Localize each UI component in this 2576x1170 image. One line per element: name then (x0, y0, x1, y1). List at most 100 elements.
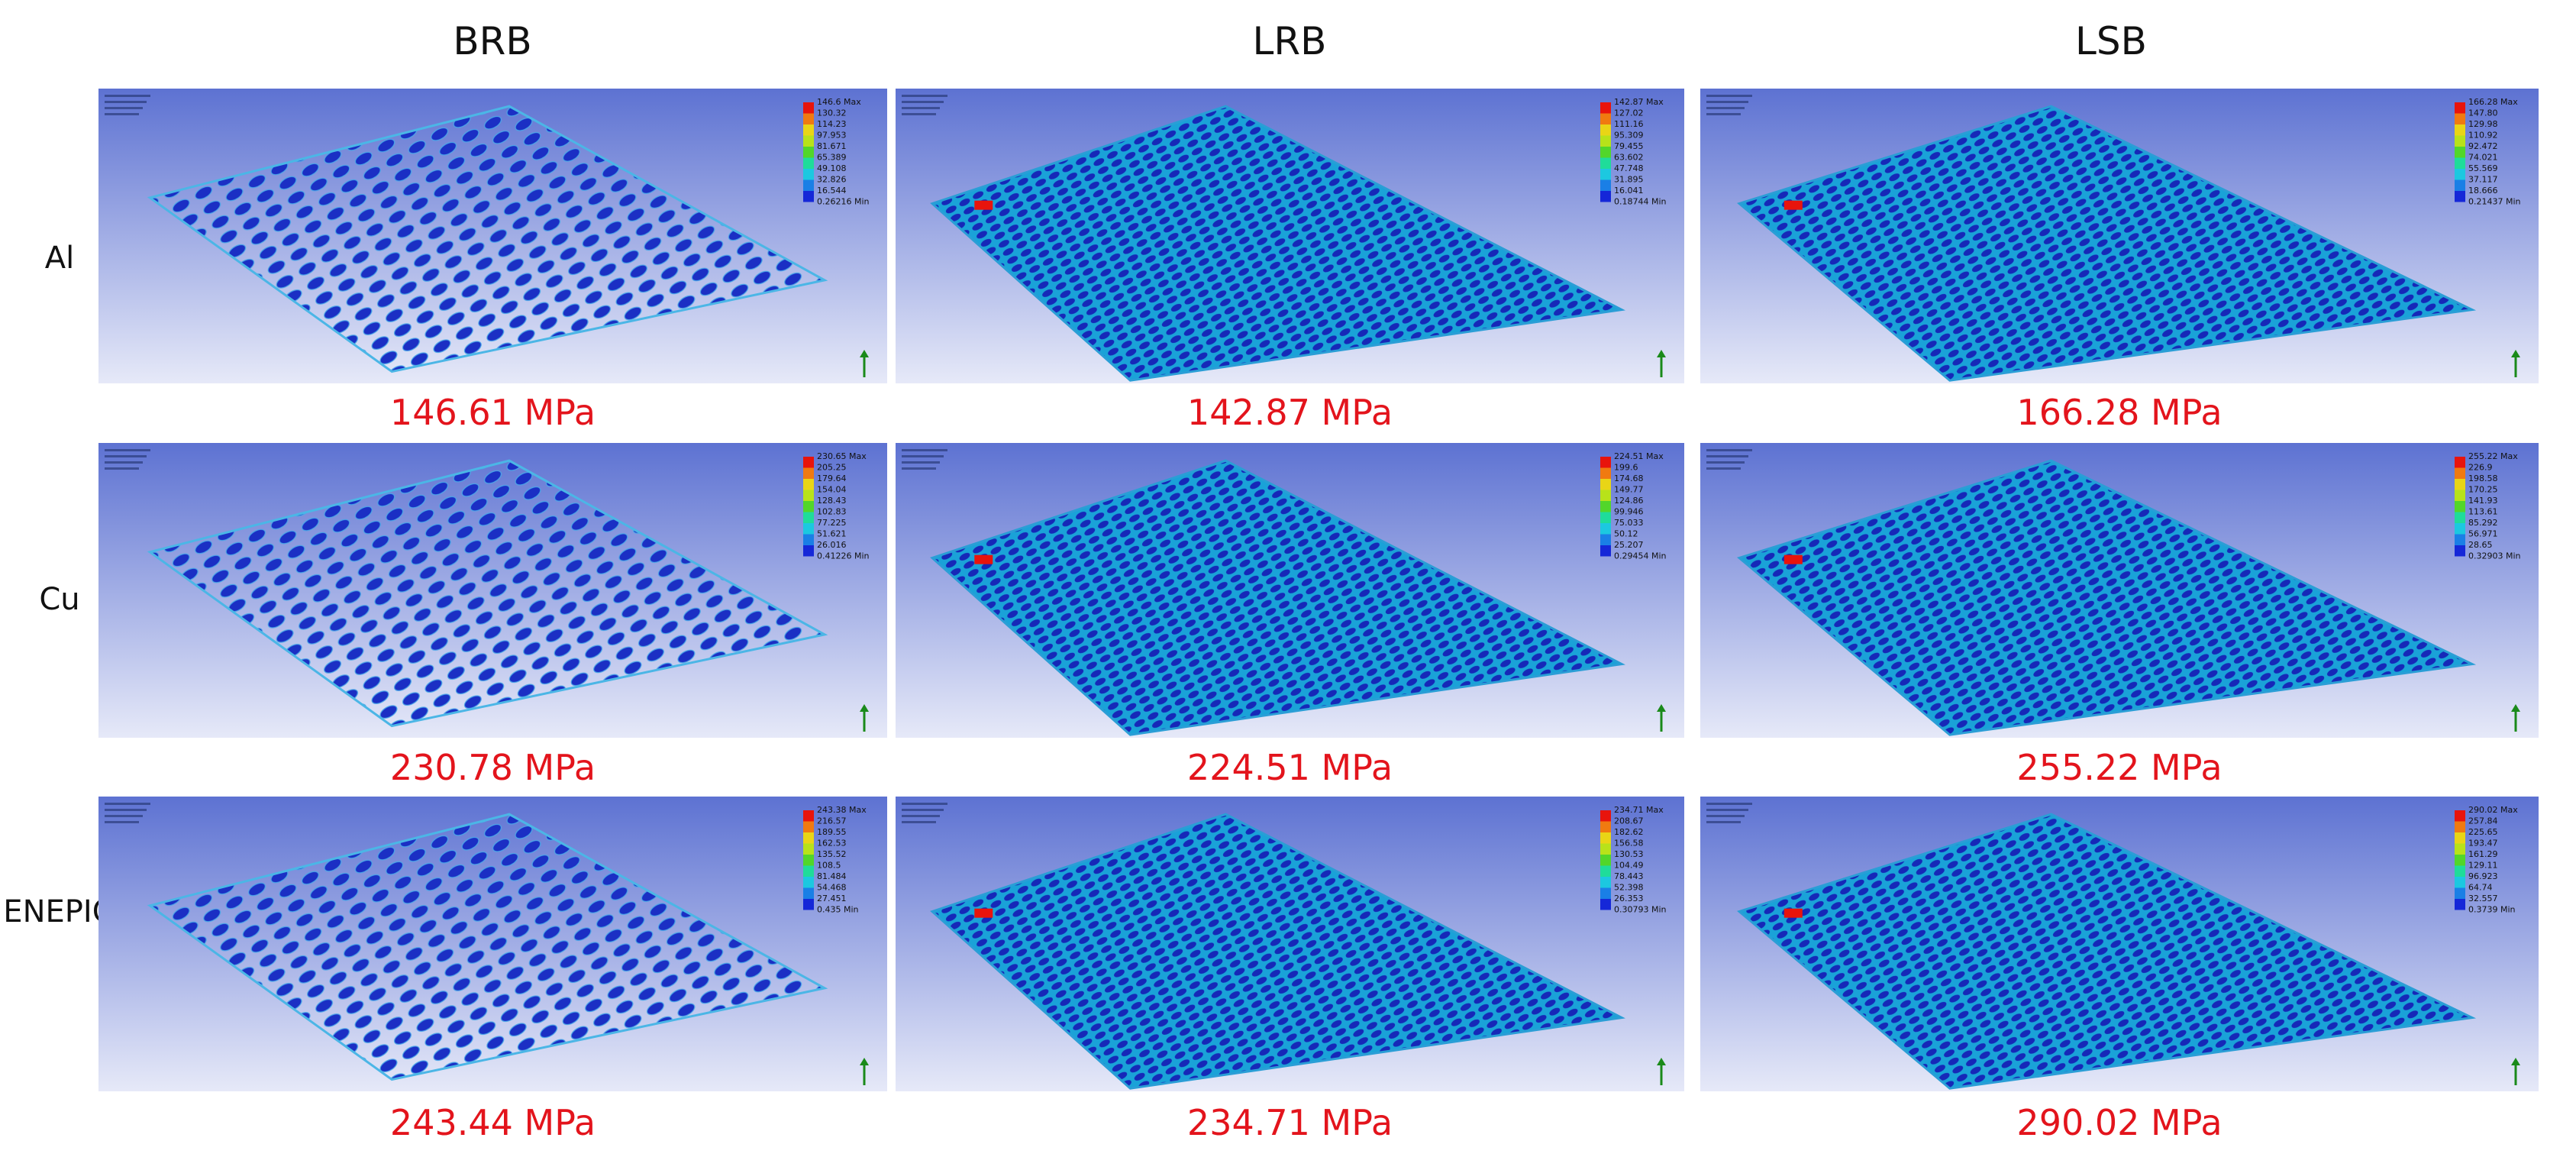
header-line (105, 113, 139, 115)
legend-band (2455, 479, 2465, 490)
legend-band (1600, 124, 1611, 136)
legend-band (2455, 523, 2465, 535)
legend-label: 96.923 (2468, 871, 2498, 881)
row-header: Al (44, 241, 75, 276)
legend-band (1600, 113, 1611, 124)
legend-label: 55.569 (2468, 163, 2498, 173)
axis-head (1657, 350, 1666, 357)
legend-band (1600, 810, 1611, 822)
legend-label: 0.21437 Min (2468, 197, 2521, 207)
legend-label: 85.292 (2468, 518, 2498, 528)
hotspot (974, 908, 993, 918)
hotspot (1784, 908, 1803, 918)
legend-band (1600, 191, 1611, 202)
legend-label: 102.83 (817, 507, 847, 517)
hotspot (1784, 554, 1803, 564)
legend-label: 199.6 (1614, 463, 1638, 473)
stress-value: 290.02 MPa (2016, 1102, 2223, 1143)
legend-label: 142.87 Max (1614, 97, 1664, 107)
legend-band (2455, 113, 2465, 124)
legend-band (803, 523, 814, 535)
legend-label: 225.65 (2468, 827, 2498, 837)
legend-label: 154.04 (817, 485, 847, 495)
row-header: Cu (39, 582, 80, 617)
legend-band (1600, 457, 1611, 468)
legend-band (803, 490, 814, 501)
legend-band (803, 179, 814, 191)
legend-label: 74.021 (2468, 153, 2498, 163)
legend-label: 156.58 (1614, 839, 1644, 848)
legend-band (803, 102, 814, 114)
legend-label: 64.74 (2468, 883, 2493, 893)
legend-label: 111.16 (1614, 119, 1644, 129)
legend-label: 63.602 (1614, 153, 1644, 163)
legend-band (2455, 147, 2465, 158)
legend-label: 179.64 (817, 473, 847, 483)
axis-head (2511, 350, 2520, 357)
result-panel: 224.51 Max 199.6 174.68 149.77 124.86 99.946 7… (896, 443, 1684, 738)
legend-band (1600, 899, 1611, 910)
legend-label: 130.32 (817, 108, 847, 118)
header-line (902, 821, 936, 823)
legend-label: 208.67 (1614, 816, 1644, 826)
legend-label: 216.57 (817, 816, 847, 826)
axis-head (1657, 1058, 1666, 1065)
result-panel: 230.65 Max 205.25 179.64 154.04 128.43 102.83… (98, 443, 887, 738)
legend-label: 166.28 Max (2468, 97, 2518, 107)
legend-band (803, 457, 814, 468)
ball-array (147, 459, 828, 728)
legend-label: 50.12 (1614, 529, 1638, 539)
legend-band (803, 855, 814, 866)
legend-band (1600, 157, 1611, 169)
legend-label: 124.86 (1614, 496, 1644, 506)
legend-label: 189.55 (817, 827, 847, 837)
legend-band (1600, 467, 1611, 479)
legend-label: 0.435 Min (817, 905, 859, 915)
legend-label: 127.02 (1614, 108, 1644, 118)
header-line (1706, 809, 1748, 811)
column-header: LSB (2075, 19, 2147, 63)
header-line (105, 467, 139, 470)
column-header: LRB (1252, 19, 1327, 63)
header-line (902, 467, 936, 470)
legend-label: 0.26216 Min (817, 197, 870, 207)
legend-band (2455, 457, 2465, 468)
legend-band (1600, 832, 1611, 844)
legend-band (803, 191, 814, 202)
legend-label: 32.557 (2468, 894, 2498, 903)
legend-label: 79.455 (1614, 141, 1644, 151)
legend-band (2455, 821, 2465, 832)
legend-band (2455, 191, 2465, 202)
ball-array (930, 459, 1625, 736)
legend-band (2455, 843, 2465, 855)
legend-label: 147.80 (2468, 108, 2498, 118)
legend-band (2455, 467, 2465, 479)
legend-label: 162.53 (817, 839, 847, 848)
legend-band (803, 810, 814, 822)
legend-band (2455, 810, 2465, 822)
hotspot (974, 200, 993, 210)
legend-band (1600, 490, 1611, 501)
legend-label: 16.544 (817, 186, 847, 196)
legend-band (1600, 821, 1611, 832)
axis-head (860, 1058, 869, 1065)
legend-label: 97.953 (817, 131, 847, 141)
legend-label: 49.108 (817, 163, 847, 173)
result-panel: 146.6 Max 130.32 114.23 97.953 81.671 65.389 4… (98, 89, 887, 383)
legend-band (803, 877, 814, 888)
legend-label: 113.61 (2468, 507, 2498, 517)
legend-band (1600, 545, 1611, 557)
legend-band (1600, 501, 1611, 512)
legend-band (2455, 179, 2465, 191)
legend-label: 161.29 (2468, 849, 2498, 859)
legend-band (803, 479, 814, 490)
legend-band (1600, 479, 1611, 490)
legend-label: 47.748 (1614, 163, 1644, 173)
legend-label: 0.30793 Min (1614, 905, 1667, 915)
legend-label: 75.033 (1614, 518, 1644, 528)
legend-band (2455, 512, 2465, 523)
